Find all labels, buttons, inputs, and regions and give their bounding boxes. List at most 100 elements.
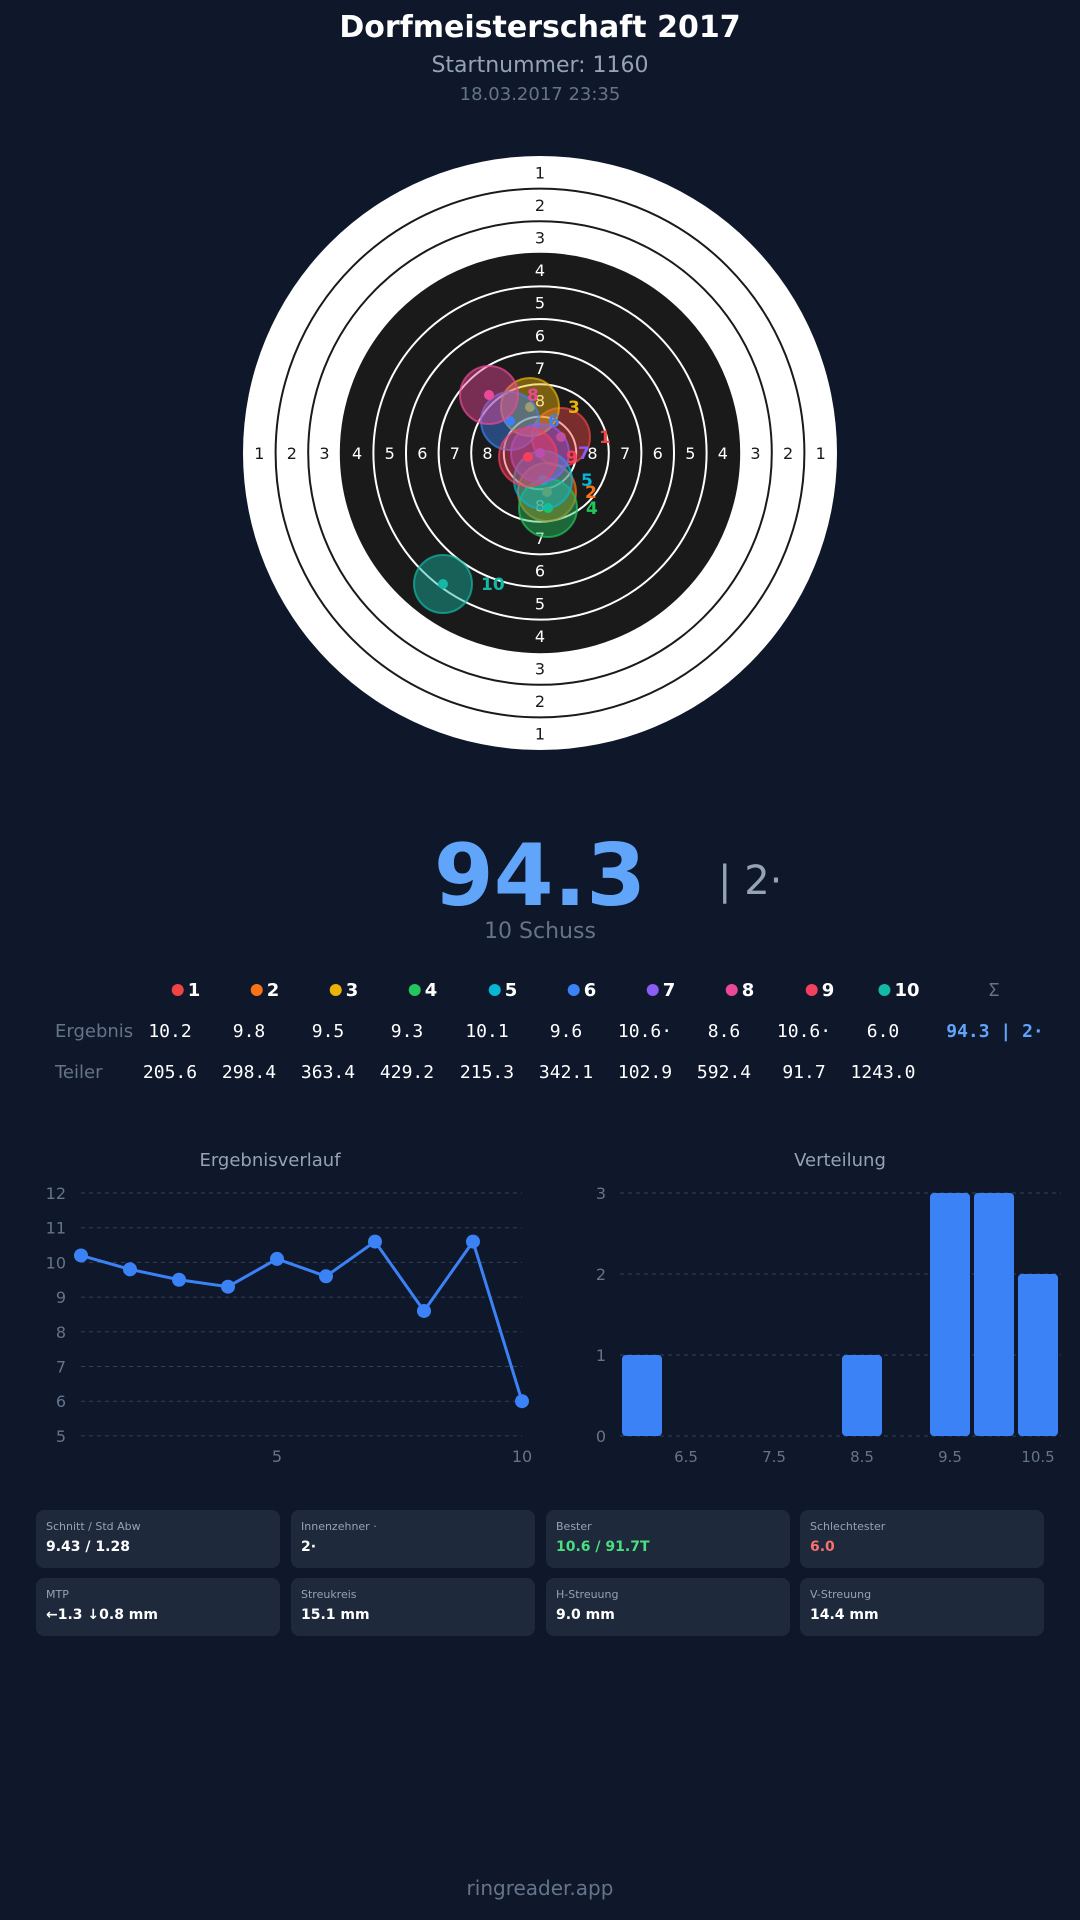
shot-color-dot <box>878 984 891 996</box>
stat-card: Schlechtester 6.0 <box>800 1510 1044 1568</box>
ring-label: 1 <box>254 444 264 463</box>
ring-7 <box>437 350 643 556</box>
teiler-cell: 342.1 <box>538 1062 594 1083</box>
ring-label: 6 <box>417 444 427 463</box>
shot-color-dot <box>171 984 184 996</box>
ring-label: 5 <box>385 444 395 463</box>
ring-label: 8 <box>482 444 492 463</box>
shot-number: 4 <box>424 980 438 1001</box>
ring-label: 2 <box>783 444 793 463</box>
y-tick-label: 7 <box>56 1358 66 1377</box>
ring-label: 4 <box>352 444 362 463</box>
x-tick-label: 7.5 <box>762 1448 786 1466</box>
shot-number: 5 <box>504 980 518 1001</box>
shot-color-dot <box>329 984 342 996</box>
result-cell: 10.1 <box>465 1021 509 1042</box>
x-tick-label: 8.5 <box>850 1448 874 1466</box>
bar <box>930 1193 970 1436</box>
ring-label: 7 <box>620 444 630 463</box>
shot-label: 9 <box>566 448 578 468</box>
stat-card: Innenzehner · 2· <box>291 1510 535 1568</box>
shot-center <box>525 402 535 412</box>
stat-card: H-Streuung 9.0 mm <box>546 1578 790 1636</box>
ring-label: 6 <box>535 326 545 345</box>
y-tick-label: 3 <box>596 1184 606 1203</box>
ring-label: 8 <box>587 444 597 463</box>
stat-label: Streukreis <box>301 1588 357 1601</box>
shot-center <box>438 579 448 589</box>
line-chart-title: Ergebnisverlauf <box>199 1150 341 1171</box>
teiler-cell: 215.3 <box>459 1062 515 1083</box>
inner-tens: | 2· <box>718 858 783 904</box>
shot-legend-4: 4 <box>408 980 438 1001</box>
shot-legend-9: 9 <box>805 980 835 1001</box>
teiler-cell: 91.7 <box>782 1062 826 1083</box>
data-point <box>466 1234 480 1249</box>
result-cell: 6.0 <box>866 1021 900 1042</box>
data-point <box>368 1234 382 1249</box>
stat-label: Innenzehner · <box>301 1520 377 1533</box>
ring-label: 2 <box>535 692 545 711</box>
shot-number: 9 <box>821 980 835 1001</box>
x-tick-label: 6.5 <box>674 1448 698 1466</box>
sigma-header: Σ <box>988 980 1000 1001</box>
shot-number: 2 <box>266 980 280 1001</box>
shot-color-dot <box>805 984 818 996</box>
y-tick-label: 12 <box>46 1184 66 1203</box>
shot-legend-2: 2 <box>250 980 280 1001</box>
line-chart: 5 6 7 8 9 10 11 12 5 10 <box>46 1184 533 1466</box>
datetime: 18.03.2017 23:35 <box>459 84 621 105</box>
shot-number: 10 <box>894 980 920 1001</box>
shot-legend-7: 7 <box>646 980 675 1001</box>
stat-card: Schnitt / Std Abw 9.43 / 1.28 <box>36 1510 280 1568</box>
data-point <box>123 1262 137 1277</box>
total-cell: 94.3 | 2· <box>946 1021 1044 1042</box>
shot-legend-10: 10 <box>878 980 920 1001</box>
data-point <box>221 1279 235 1294</box>
ring-label: 2 <box>535 196 545 215</box>
ring-label: 7 <box>535 359 545 378</box>
x-tick-label: 9.5 <box>938 1448 962 1466</box>
row-label-teiler: Teiler <box>55 1062 103 1083</box>
footer-link[interactable]: ringreader.app <box>466 1876 614 1900</box>
ring-label: 4 <box>718 444 728 463</box>
shot-legend-8: 8 <box>725 980 754 1001</box>
ring-label: 3 <box>750 444 760 463</box>
shot-color-dot <box>725 984 738 996</box>
shot-legend-1: 1 <box>171 980 201 1001</box>
stat-label: V-Streuung <box>810 1588 872 1601</box>
shot-label: 3 <box>568 398 580 418</box>
teiler-cell: 102.9 <box>617 1062 673 1083</box>
shot-legend-6: 6 <box>567 980 596 1001</box>
x-tick-label: 5 <box>272 1447 282 1466</box>
result-cell: 9.3 <box>390 1021 424 1042</box>
ring-label: 3 <box>535 229 545 248</box>
ring-4 <box>339 252 741 654</box>
bar <box>622 1355 662 1436</box>
x-tick-label: 10 <box>512 1447 532 1466</box>
stat-card: Streukreis 15.1 mm <box>291 1578 535 1636</box>
bar-chart: 0 1 2 3 6.5 7.5 8.5 9.5 10.5 <box>596 1184 1061 1466</box>
shot-label: 6 <box>548 412 560 432</box>
total-score: 94.3 <box>433 826 647 926</box>
x-tick-label: 10.5 <box>1021 1448 1054 1466</box>
shot-number: 1 <box>187 980 201 1001</box>
shot-legend-3: 3 <box>329 980 358 1001</box>
y-tick-label: 6 <box>56 1392 66 1411</box>
shot-label: 7 <box>578 444 590 464</box>
y-tick-label: 11 <box>46 1219 66 1238</box>
stat-card: MTP ←1.3 ↓0.8 mm <box>36 1578 280 1636</box>
ring-label: 6 <box>535 562 545 581</box>
y-tick-label: 1 <box>596 1346 606 1365</box>
teiler-cell: 363.4 <box>300 1062 356 1083</box>
ring-label: 7 <box>450 444 460 463</box>
shot-label: 2 <box>585 483 597 503</box>
shot-label: 8 <box>527 386 539 406</box>
bar <box>842 1355 882 1436</box>
stat-label: MTP <box>46 1588 69 1601</box>
y-tick-label: 5 <box>56 1427 66 1446</box>
teiler-cell: 205.6 <box>142 1062 198 1083</box>
stat-label: Bester <box>556 1520 592 1533</box>
ring-label: 1 <box>535 163 545 182</box>
